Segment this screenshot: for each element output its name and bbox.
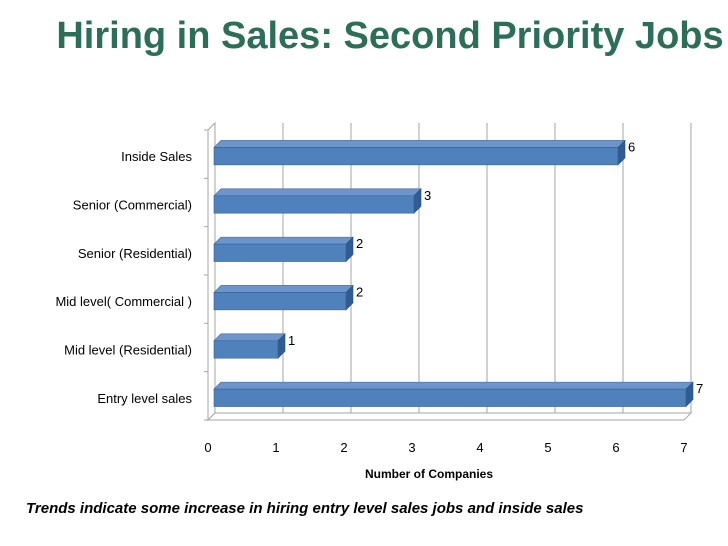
category-label: Mid level( Commercial ) bbox=[55, 294, 192, 309]
x-tick-label: 3 bbox=[408, 440, 415, 455]
side-wall bbox=[207, 121, 216, 422]
bar-front-face bbox=[213, 195, 415, 214]
x-tick-label: 7 bbox=[680, 440, 687, 455]
bar bbox=[213, 284, 354, 311]
bar-top-face bbox=[213, 285, 354, 293]
bar-front-face bbox=[213, 243, 347, 262]
data-label: 7 bbox=[696, 381, 703, 396]
bar bbox=[213, 139, 626, 166]
bar-top-face bbox=[213, 333, 286, 342]
bar bbox=[213, 381, 694, 408]
bar-front-face bbox=[213, 147, 619, 166]
bar-top-face bbox=[213, 381, 694, 390]
category-label: Senior (Residential) bbox=[78, 246, 192, 261]
chart-caption: Trends indicate some increase in hiring … bbox=[26, 500, 584, 517]
x-tick-label: 4 bbox=[476, 440, 483, 455]
data-label: 2 bbox=[356, 236, 363, 251]
bar bbox=[213, 236, 354, 263]
category-label: Senior (Commercial) bbox=[73, 198, 192, 213]
data-label: 3 bbox=[424, 188, 431, 203]
x-axis-title: Number of Companies bbox=[365, 467, 493, 481]
data-label: 1 bbox=[288, 333, 295, 348]
x-tick-label: 2 bbox=[340, 440, 347, 455]
bar bbox=[213, 188, 422, 214]
floor bbox=[206, 412, 693, 421]
bar-front-face bbox=[213, 340, 279, 359]
chart-title: Hiring in Sales: Second Priority Jobs bbox=[56, 15, 724, 57]
category-label: Entry level sales bbox=[97, 391, 192, 406]
x-tick-label: 6 bbox=[612, 440, 619, 455]
data-label: 2 bbox=[356, 284, 363, 299]
category-label: Inside Sales bbox=[121, 149, 192, 164]
category-label: Mid level (Residential) bbox=[64, 343, 192, 358]
bar-chart: 0 1 2 3 4 5 6 7 6 Inside Sales 3 Senior (Commercial… bbox=[55, 121, 703, 481]
bar bbox=[213, 333, 286, 359]
bar-front-face bbox=[213, 292, 347, 311]
bar-top-face bbox=[213, 140, 626, 148]
x-tick-label: 1 bbox=[272, 440, 279, 455]
x-tick-label: 0 bbox=[204, 440, 211, 455]
x-tick-label: 5 bbox=[544, 440, 551, 455]
bar-top-face bbox=[213, 188, 422, 197]
bar-top-face bbox=[213, 236, 354, 245]
bar-front-face bbox=[213, 388, 687, 407]
data-label: 6 bbox=[628, 139, 635, 154]
